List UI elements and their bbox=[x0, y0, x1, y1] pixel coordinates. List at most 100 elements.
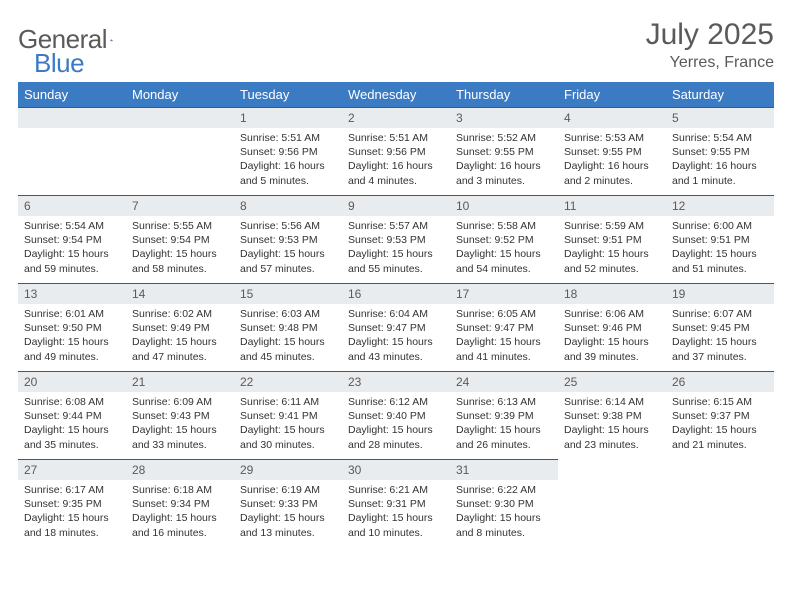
day-details: Sunrise: 5:55 AMSunset: 9:54 PMDaylight:… bbox=[126, 216, 234, 282]
day-number: 8 bbox=[234, 195, 342, 216]
day-number: 7 bbox=[126, 195, 234, 216]
day-details: Sunrise: 6:03 AMSunset: 9:48 PMDaylight:… bbox=[234, 304, 342, 370]
weekday-header: Tuesday bbox=[234, 82, 342, 107]
day-number: 18 bbox=[558, 283, 666, 304]
day-number: 11 bbox=[558, 195, 666, 216]
day-details: Sunrise: 6:09 AMSunset: 9:43 PMDaylight:… bbox=[126, 392, 234, 458]
day-number: 23 bbox=[342, 371, 450, 392]
calendar-table: Sunday Monday Tuesday Wednesday Thursday… bbox=[18, 82, 774, 547]
calendar-day-cell: 8Sunrise: 5:56 AMSunset: 9:53 PMDaylight… bbox=[234, 195, 342, 283]
day-details: Sunrise: 6:05 AMSunset: 9:47 PMDaylight:… bbox=[450, 304, 558, 370]
day-details: Sunrise: 6:14 AMSunset: 9:38 PMDaylight:… bbox=[558, 392, 666, 458]
location-label: Yerres, France bbox=[646, 54, 774, 72]
day-number: 10 bbox=[450, 195, 558, 216]
weekday-header-row: Sunday Monday Tuesday Wednesday Thursday… bbox=[18, 82, 774, 107]
day-details: Sunrise: 5:52 AMSunset: 9:55 PMDaylight:… bbox=[450, 128, 558, 194]
day-number: 26 bbox=[666, 371, 774, 392]
calendar-day-cell: 21Sunrise: 6:09 AMSunset: 9:43 PMDayligh… bbox=[126, 371, 234, 459]
calendar-day-cell: 3Sunrise: 5:52 AMSunset: 9:55 PMDaylight… bbox=[450, 107, 558, 195]
calendar-week-row: 1Sunrise: 5:51 AMSunset: 9:56 PMDaylight… bbox=[18, 107, 774, 195]
day-details: Sunrise: 6:17 AMSunset: 9:35 PMDaylight:… bbox=[18, 480, 126, 546]
day-details: Sunrise: 6:02 AMSunset: 9:49 PMDaylight:… bbox=[126, 304, 234, 370]
day-number: 24 bbox=[450, 371, 558, 392]
calendar-day-cell: 11Sunrise: 5:59 AMSunset: 9:51 PMDayligh… bbox=[558, 195, 666, 283]
weekday-header: Saturday bbox=[666, 82, 774, 107]
calendar-day-cell: 22Sunrise: 6:11 AMSunset: 9:41 PMDayligh… bbox=[234, 371, 342, 459]
calendar-day-cell: 12Sunrise: 6:00 AMSunset: 9:51 PMDayligh… bbox=[666, 195, 774, 283]
weekday-header: Thursday bbox=[450, 82, 558, 107]
calendar-day-cell: 15Sunrise: 6:03 AMSunset: 9:48 PMDayligh… bbox=[234, 283, 342, 371]
day-number: 12 bbox=[666, 195, 774, 216]
calendar-day-cell: 14Sunrise: 6:02 AMSunset: 9:49 PMDayligh… bbox=[126, 283, 234, 371]
day-details: Sunrise: 5:58 AMSunset: 9:52 PMDaylight:… bbox=[450, 216, 558, 282]
calendar-day-cell: 1Sunrise: 5:51 AMSunset: 9:56 PMDaylight… bbox=[234, 107, 342, 195]
day-details: Sunrise: 6:00 AMSunset: 9:51 PMDaylight:… bbox=[666, 216, 774, 282]
day-number: 13 bbox=[18, 283, 126, 304]
day-number: 27 bbox=[18, 459, 126, 480]
day-number: 14 bbox=[126, 283, 234, 304]
day-details: Sunrise: 5:57 AMSunset: 9:53 PMDaylight:… bbox=[342, 216, 450, 282]
calendar-day-cell bbox=[126, 107, 234, 195]
calendar-day-cell: 27Sunrise: 6:17 AMSunset: 9:35 PMDayligh… bbox=[18, 459, 126, 547]
page-header: General July 2025 Yerres, France bbox=[18, 18, 774, 72]
calendar-day-cell: 2Sunrise: 5:51 AMSunset: 9:56 PMDaylight… bbox=[342, 107, 450, 195]
brand-word-blue: Blue bbox=[34, 48, 84, 79]
day-number-empty bbox=[126, 107, 234, 128]
calendar-day-cell: 28Sunrise: 6:18 AMSunset: 9:34 PMDayligh… bbox=[126, 459, 234, 547]
day-details: Sunrise: 5:56 AMSunset: 9:53 PMDaylight:… bbox=[234, 216, 342, 282]
title-block: July 2025 Yerres, France bbox=[646, 18, 774, 72]
day-number: 5 bbox=[666, 107, 774, 128]
day-details: Sunrise: 6:04 AMSunset: 9:47 PMDaylight:… bbox=[342, 304, 450, 370]
calendar-day-cell bbox=[558, 459, 666, 547]
calendar-day-cell: 30Sunrise: 6:21 AMSunset: 9:31 PMDayligh… bbox=[342, 459, 450, 547]
day-details: Sunrise: 6:18 AMSunset: 9:34 PMDaylight:… bbox=[126, 480, 234, 546]
calendar-day-cell: 25Sunrise: 6:14 AMSunset: 9:38 PMDayligh… bbox=[558, 371, 666, 459]
day-details: Sunrise: 6:19 AMSunset: 9:33 PMDaylight:… bbox=[234, 480, 342, 546]
calendar-week-row: 13Sunrise: 6:01 AMSunset: 9:50 PMDayligh… bbox=[18, 283, 774, 371]
day-details: Sunrise: 6:01 AMSunset: 9:50 PMDaylight:… bbox=[18, 304, 126, 370]
day-number-empty bbox=[18, 107, 126, 128]
weekday-header: Friday bbox=[558, 82, 666, 107]
calendar-week-row: 6Sunrise: 5:54 AMSunset: 9:54 PMDaylight… bbox=[18, 195, 774, 283]
day-details: Sunrise: 6:21 AMSunset: 9:31 PMDaylight:… bbox=[342, 480, 450, 546]
calendar-day-cell: 4Sunrise: 5:53 AMSunset: 9:55 PMDaylight… bbox=[558, 107, 666, 195]
day-number: 19 bbox=[666, 283, 774, 304]
calendar-week-row: 20Sunrise: 6:08 AMSunset: 9:44 PMDayligh… bbox=[18, 371, 774, 459]
calendar-day-cell: 10Sunrise: 5:58 AMSunset: 9:52 PMDayligh… bbox=[450, 195, 558, 283]
day-details: Sunrise: 5:59 AMSunset: 9:51 PMDaylight:… bbox=[558, 216, 666, 282]
day-number: 29 bbox=[234, 459, 342, 480]
day-number: 22 bbox=[234, 371, 342, 392]
day-details: Sunrise: 5:53 AMSunset: 9:55 PMDaylight:… bbox=[558, 128, 666, 194]
weekday-header: Monday bbox=[126, 82, 234, 107]
day-details: Sunrise: 6:06 AMSunset: 9:46 PMDaylight:… bbox=[558, 304, 666, 370]
calendar-day-cell: 6Sunrise: 5:54 AMSunset: 9:54 PMDaylight… bbox=[18, 195, 126, 283]
day-details: Sunrise: 6:15 AMSunset: 9:37 PMDaylight:… bbox=[666, 392, 774, 458]
weekday-header: Sunday bbox=[18, 82, 126, 107]
calendar-day-cell: 24Sunrise: 6:13 AMSunset: 9:39 PMDayligh… bbox=[450, 371, 558, 459]
calendar-day-cell: 19Sunrise: 6:07 AMSunset: 9:45 PMDayligh… bbox=[666, 283, 774, 371]
month-title: July 2025 bbox=[646, 18, 774, 52]
calendar-day-cell: 13Sunrise: 6:01 AMSunset: 9:50 PMDayligh… bbox=[18, 283, 126, 371]
calendar-day-cell: 29Sunrise: 6:19 AMSunset: 9:33 PMDayligh… bbox=[234, 459, 342, 547]
day-number: 6 bbox=[18, 195, 126, 216]
day-number: 1 bbox=[234, 107, 342, 128]
day-number: 21 bbox=[126, 371, 234, 392]
calendar-day-cell: 31Sunrise: 6:22 AMSunset: 9:30 PMDayligh… bbox=[450, 459, 558, 547]
day-number: 17 bbox=[450, 283, 558, 304]
day-number: 31 bbox=[450, 459, 558, 480]
calendar-day-cell: 16Sunrise: 6:04 AMSunset: 9:47 PMDayligh… bbox=[342, 283, 450, 371]
calendar-day-cell: 9Sunrise: 5:57 AMSunset: 9:53 PMDaylight… bbox=[342, 195, 450, 283]
day-details: Sunrise: 6:07 AMSunset: 9:45 PMDaylight:… bbox=[666, 304, 774, 370]
day-number: 2 bbox=[342, 107, 450, 128]
day-number: 15 bbox=[234, 283, 342, 304]
calendar-week-row: 27Sunrise: 6:17 AMSunset: 9:35 PMDayligh… bbox=[18, 459, 774, 547]
calendar-body: 1Sunrise: 5:51 AMSunset: 9:56 PMDaylight… bbox=[18, 107, 774, 547]
day-number: 4 bbox=[558, 107, 666, 128]
day-number: 30 bbox=[342, 459, 450, 480]
day-number: 25 bbox=[558, 371, 666, 392]
calendar-day-cell: 18Sunrise: 6:06 AMSunset: 9:46 PMDayligh… bbox=[558, 283, 666, 371]
day-details: Sunrise: 6:11 AMSunset: 9:41 PMDaylight:… bbox=[234, 392, 342, 458]
day-details: Sunrise: 6:22 AMSunset: 9:30 PMDaylight:… bbox=[450, 480, 558, 546]
weekday-header: Wednesday bbox=[342, 82, 450, 107]
day-number: 9 bbox=[342, 195, 450, 216]
